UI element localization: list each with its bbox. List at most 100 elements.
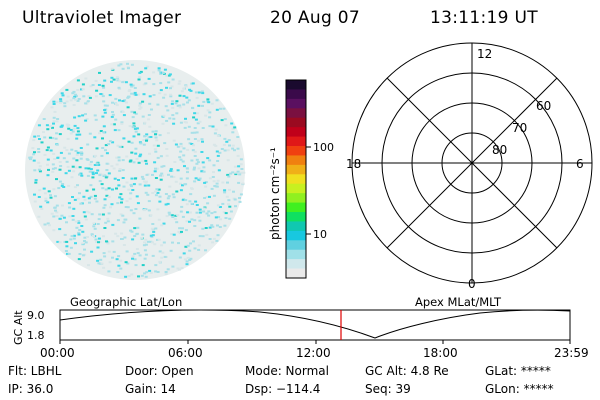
image-pixel <box>102 100 106 103</box>
image-pixel <box>164 105 168 108</box>
image-pixel <box>173 218 177 220</box>
image-pixel <box>143 257 147 260</box>
image-pixel <box>143 135 147 138</box>
image-pixel <box>121 159 125 162</box>
image-pixel <box>94 95 98 98</box>
image-pixel <box>204 249 207 252</box>
image-pixel <box>116 271 120 273</box>
image-pixel <box>214 144 218 147</box>
image-pixel <box>59 98 63 101</box>
image-pixel <box>119 267 123 270</box>
image-pixel <box>95 172 98 175</box>
image-pixel <box>102 235 105 238</box>
image-pixel <box>163 93 167 96</box>
image-pixel <box>189 257 193 260</box>
image-pixel <box>114 97 118 100</box>
image-pixel <box>78 253 82 255</box>
image-pixel <box>185 203 189 206</box>
image-pixel <box>90 250 94 253</box>
image-pixel <box>183 183 187 186</box>
image-pixel <box>222 107 226 110</box>
image-pixel <box>193 138 197 140</box>
image-pixel <box>46 163 49 166</box>
image-pixel <box>144 253 148 256</box>
image-pixel <box>114 103 118 105</box>
image-pixel <box>72 97 76 100</box>
image-pixel <box>177 230 181 233</box>
image-pixel <box>183 121 187 124</box>
image-pixel <box>236 136 240 138</box>
image-pixel <box>220 148 224 150</box>
image-pixel <box>122 185 126 188</box>
image-pixel <box>38 165 42 168</box>
image-pixel <box>145 133 149 136</box>
image-pixel <box>202 210 206 213</box>
image-pixel <box>59 165 63 167</box>
image-pixel <box>115 104 119 107</box>
image-pixel <box>229 210 233 213</box>
image-pixel <box>73 95 77 98</box>
image-pixel <box>146 193 150 196</box>
image-pixel <box>162 222 166 225</box>
image-pixel <box>136 93 140 96</box>
image-pixel <box>71 215 75 217</box>
image-pixel <box>33 200 37 203</box>
image-pixel <box>106 217 110 220</box>
image-pixel <box>91 171 95 174</box>
image-pixel <box>42 187 46 190</box>
image-pixel <box>107 143 111 146</box>
image-pixel <box>188 249 192 252</box>
image-pixel <box>113 177 117 180</box>
image-pixel <box>127 275 131 277</box>
image-pixel <box>72 127 76 130</box>
image-pixel <box>137 275 140 278</box>
image-pixel <box>39 205 43 208</box>
image-pixel <box>143 249 147 252</box>
image-pixel <box>82 195 86 198</box>
image-pixel <box>74 150 78 152</box>
image-pixel <box>145 180 148 183</box>
image-pixel <box>158 134 162 137</box>
image-pixel <box>69 238 73 241</box>
image-pixel <box>230 122 234 125</box>
image-pixel <box>206 157 210 160</box>
image-pixel <box>198 177 202 180</box>
image-pixel <box>160 224 164 227</box>
image-pixel <box>101 95 105 98</box>
image-pixel <box>64 172 68 175</box>
image-pixel <box>190 187 193 190</box>
image-pixel <box>151 254 155 257</box>
image-pixel <box>212 171 215 174</box>
image-pixel <box>138 76 142 79</box>
image-pixel <box>77 220 81 223</box>
image-pixel <box>148 152 151 155</box>
polar-labels: 12 18 6 0 60 70 80 <box>346 47 584 291</box>
image-pixel <box>151 130 155 133</box>
image-pixel <box>89 160 93 163</box>
image-pixel <box>184 84 188 87</box>
image-pixel <box>164 193 168 195</box>
image-pixel <box>143 241 146 244</box>
image-pixel <box>149 214 153 217</box>
image-pixel <box>122 114 126 117</box>
image-pixel <box>95 241 98 243</box>
image-pixel <box>119 193 123 196</box>
image-pixel <box>198 235 202 238</box>
image-pixel <box>216 234 220 237</box>
image-pixel <box>70 148 74 151</box>
image-pixel <box>216 224 219 227</box>
image-pixel <box>122 137 126 140</box>
image-pixel <box>197 244 201 247</box>
status-ip: IP: 36.0 <box>8 382 54 396</box>
image-pixel <box>156 144 160 147</box>
image-pixel <box>85 210 89 213</box>
image-pixel <box>138 71 142 74</box>
image-pixel <box>32 153 36 156</box>
image-pixel <box>130 185 133 188</box>
image-pixel <box>201 235 205 238</box>
image-pixel <box>228 188 231 191</box>
colorbar-swatch <box>286 183 306 194</box>
image-pixel <box>130 177 134 180</box>
image-pixel <box>97 163 101 166</box>
image-pixel <box>167 81 171 84</box>
